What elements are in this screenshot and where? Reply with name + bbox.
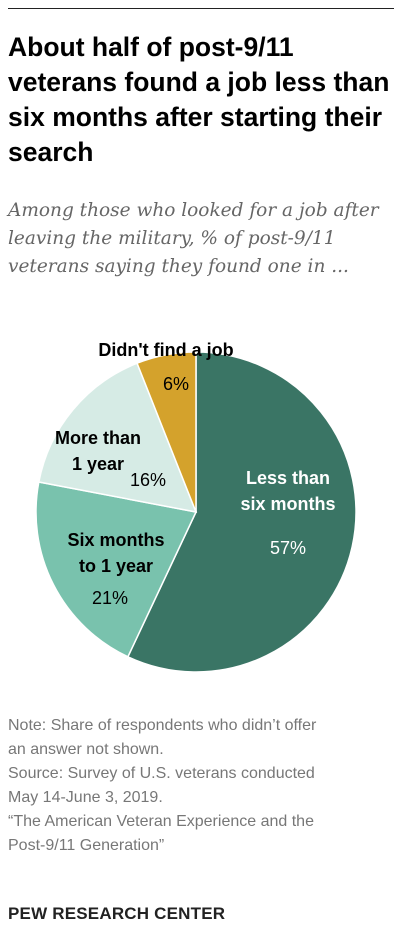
slice-value-label: 21% xyxy=(92,588,128,608)
slice-value-label: 6% xyxy=(163,374,189,394)
slice-label: Six months to 1 year xyxy=(67,530,164,576)
report-title-line: Post-9/11 Generation” xyxy=(8,837,165,854)
slice-label: Didn't find a job xyxy=(98,340,233,360)
pie-slice xyxy=(136,351,197,513)
chart-subtitle: Among those who looked for a job after l… xyxy=(8,200,379,277)
notes: Note: Share of respondents who didn’t of… xyxy=(8,714,403,858)
source-line: Source: Survey of U.S. veterans conducte… xyxy=(8,765,315,782)
pie-slice xyxy=(35,481,198,658)
slice-value-label: 57% xyxy=(270,538,306,558)
pie-slice xyxy=(37,362,198,513)
top-rule xyxy=(8,8,394,9)
slice-label: Less than six months xyxy=(240,468,335,514)
chart-title: About half of post-9/11 veterans found a… xyxy=(8,32,390,167)
source-line: May 14-June 3, 2019. xyxy=(8,789,163,806)
slice-value-label: 16% xyxy=(130,470,166,490)
pie-slice xyxy=(126,351,357,673)
report-title-line: “The American Veteran Experience and the xyxy=(8,813,314,830)
slice-label: More than 1 year xyxy=(55,428,141,474)
note-line: Note: Share of respondents who didn’t of… xyxy=(8,717,317,734)
pie-chart: Less than six months 57% Six months to 1 yea… xyxy=(35,340,357,673)
note-line: an answer not shown. xyxy=(8,741,164,758)
pew-research-center-logo: PEW RESEARCH CENTER xyxy=(8,904,226,923)
